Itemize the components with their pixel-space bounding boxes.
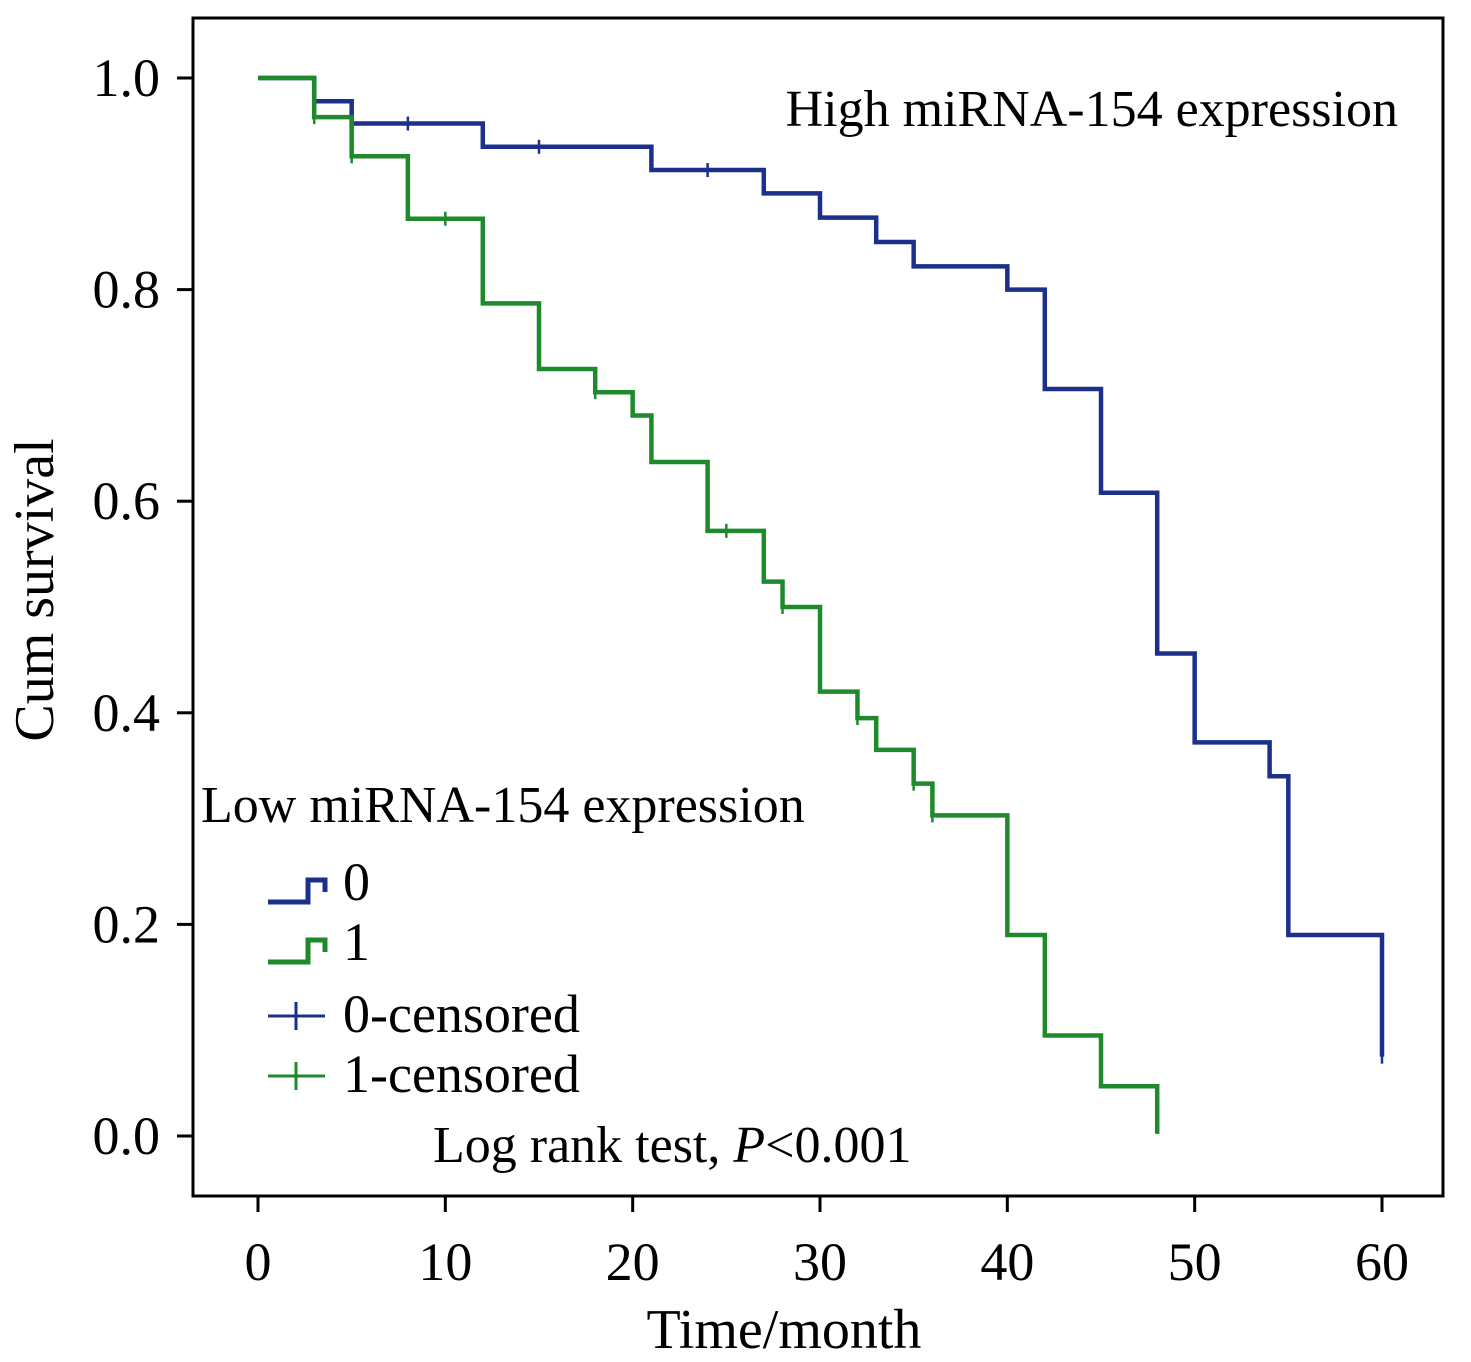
log-rank-test-p-value: <0.001: [765, 1117, 911, 1174]
plot-frame: [191, 16, 1445, 1198]
x-tick-label: 30: [793, 1232, 847, 1292]
log-rank-test-p-symbol: P: [732, 1117, 765, 1174]
annotation-high-expression: High miRNA-154 expression: [786, 81, 1398, 138]
y-tick-label: 0.2: [93, 894, 161, 954]
log-rank-test-prefix: Log rank test,: [433, 1117, 733, 1174]
legend-swatch-step: [268, 937, 328, 965]
annotation-low-expression: Low miRNA-154 expression: [201, 777, 805, 834]
series-1: [258, 75, 1160, 1134]
series-layer: [258, 75, 1385, 1134]
y-tick-label: 0.6: [93, 471, 161, 531]
log-rank-test-note: Log rank test, P<0.001: [433, 1117, 911, 1174]
x-tick-label: 50: [1168, 1232, 1222, 1292]
legend-label: 0: [343, 852, 370, 912]
y-tick-label: 0.4: [93, 683, 161, 743]
x-tick-label: 0: [245, 1232, 272, 1292]
legend-label: 1: [343, 912, 370, 972]
x-tick-label: 60: [1355, 1232, 1409, 1292]
legend-item-1-censored: 1-censored: [268, 1044, 580, 1104]
y-tick-label: 1.0: [93, 48, 161, 108]
y-axis-label: Cum survival: [4, 438, 66, 741]
legend-item-1: 1: [268, 912, 370, 972]
y-tick-label: 0.8: [93, 260, 161, 320]
x-tick-label: 40: [980, 1232, 1034, 1292]
x-axis-label: Time/month: [647, 1299, 922, 1361]
legend-item-0-censored: 0-censored: [268, 984, 580, 1044]
survival-curve-0: [258, 75, 1385, 1057]
y-axis: 0.0 0.2 0.4 0.6 0.8 1.0: [93, 48, 193, 1166]
legend-label: 1-censored: [343, 1044, 580, 1104]
legend-swatch-step: [268, 877, 328, 905]
series-0: [258, 75, 1385, 1064]
legend-item-0: 0: [268, 852, 370, 912]
x-tick-label: 20: [606, 1232, 660, 1292]
x-axis: 0 10 20 30 40 50 60: [245, 1196, 1409, 1292]
y-tick-label: 0.0: [93, 1106, 161, 1166]
survival-curve-1: [258, 75, 1160, 1134]
legend-label: 0-censored: [343, 984, 580, 1044]
x-tick-label: 10: [418, 1232, 472, 1292]
